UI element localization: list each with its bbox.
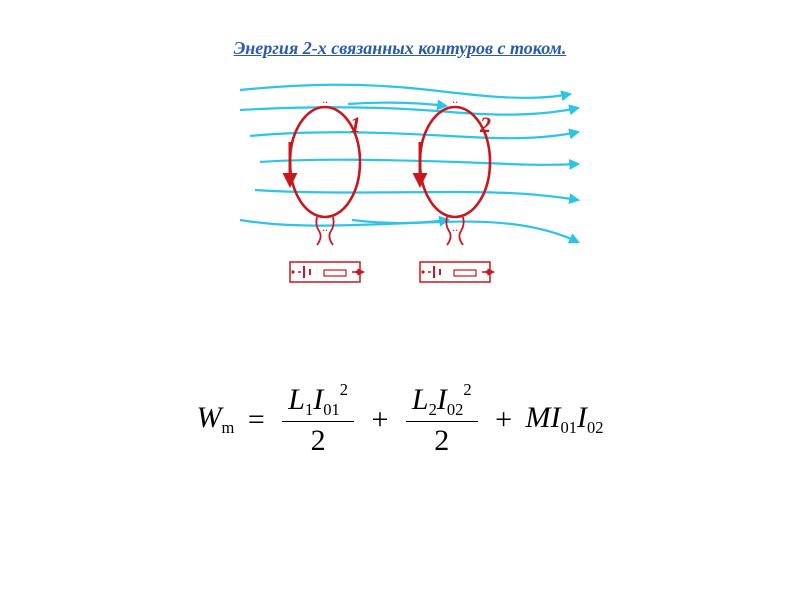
sup-1: 2 [340,380,348,399]
den-1: 2 [282,422,354,460]
lead-wire [329,217,333,245]
sub-I01b: 01 [560,418,577,437]
sub-m: m [222,418,235,437]
diagram: .... 1.... 2 [200,72,600,292]
frac-2: L2I022 2 [406,380,478,459]
dots-icon: .. [452,92,458,106]
field-line [250,132,578,138]
sym-L1: L [288,383,305,416]
sub-I02: 02 [447,400,464,419]
dots-icon: .. [322,220,328,234]
frac-1: L1I012 2 [282,380,354,459]
sub-I01: 01 [323,400,340,419]
sup-2: 2 [463,380,471,399]
sym-I02b: I [577,401,587,434]
battery-icon [290,262,362,282]
sub-L2: 2 [429,400,437,419]
op-plus2: + [489,403,518,436]
loop-label: 1 [350,112,361,137]
sym-I01b: I [550,401,560,434]
field-line [255,190,578,200]
field-line [348,103,446,106]
loop-label: 2 [479,112,491,137]
energy-formula: Wm = L1I012 2 + L2I022 2 + MI01I02 [0,380,800,459]
den-2: 2 [406,422,478,460]
field-line [352,220,448,223]
dots-icon: .. [322,92,328,106]
sym-M: M [525,401,550,434]
page-title: Энергия 2-х связанных контуров с током. [0,38,800,59]
field-line [240,85,570,98]
sub-I02b: 02 [587,418,604,437]
sym-I02: I [437,383,447,416]
sym-L2: L [412,383,429,416]
sub-L1: 1 [305,400,313,419]
lead-wire [316,217,320,245]
op-plus1: + [365,403,394,436]
field-line [240,107,578,114]
op-eq: = [242,403,271,436]
diagram-svg: .... 1.... 2 [200,72,600,292]
sym-I01: I [313,383,323,416]
dots-icon: .. [452,220,458,234]
sym-W: W [197,401,222,434]
battery-icon [420,262,492,282]
